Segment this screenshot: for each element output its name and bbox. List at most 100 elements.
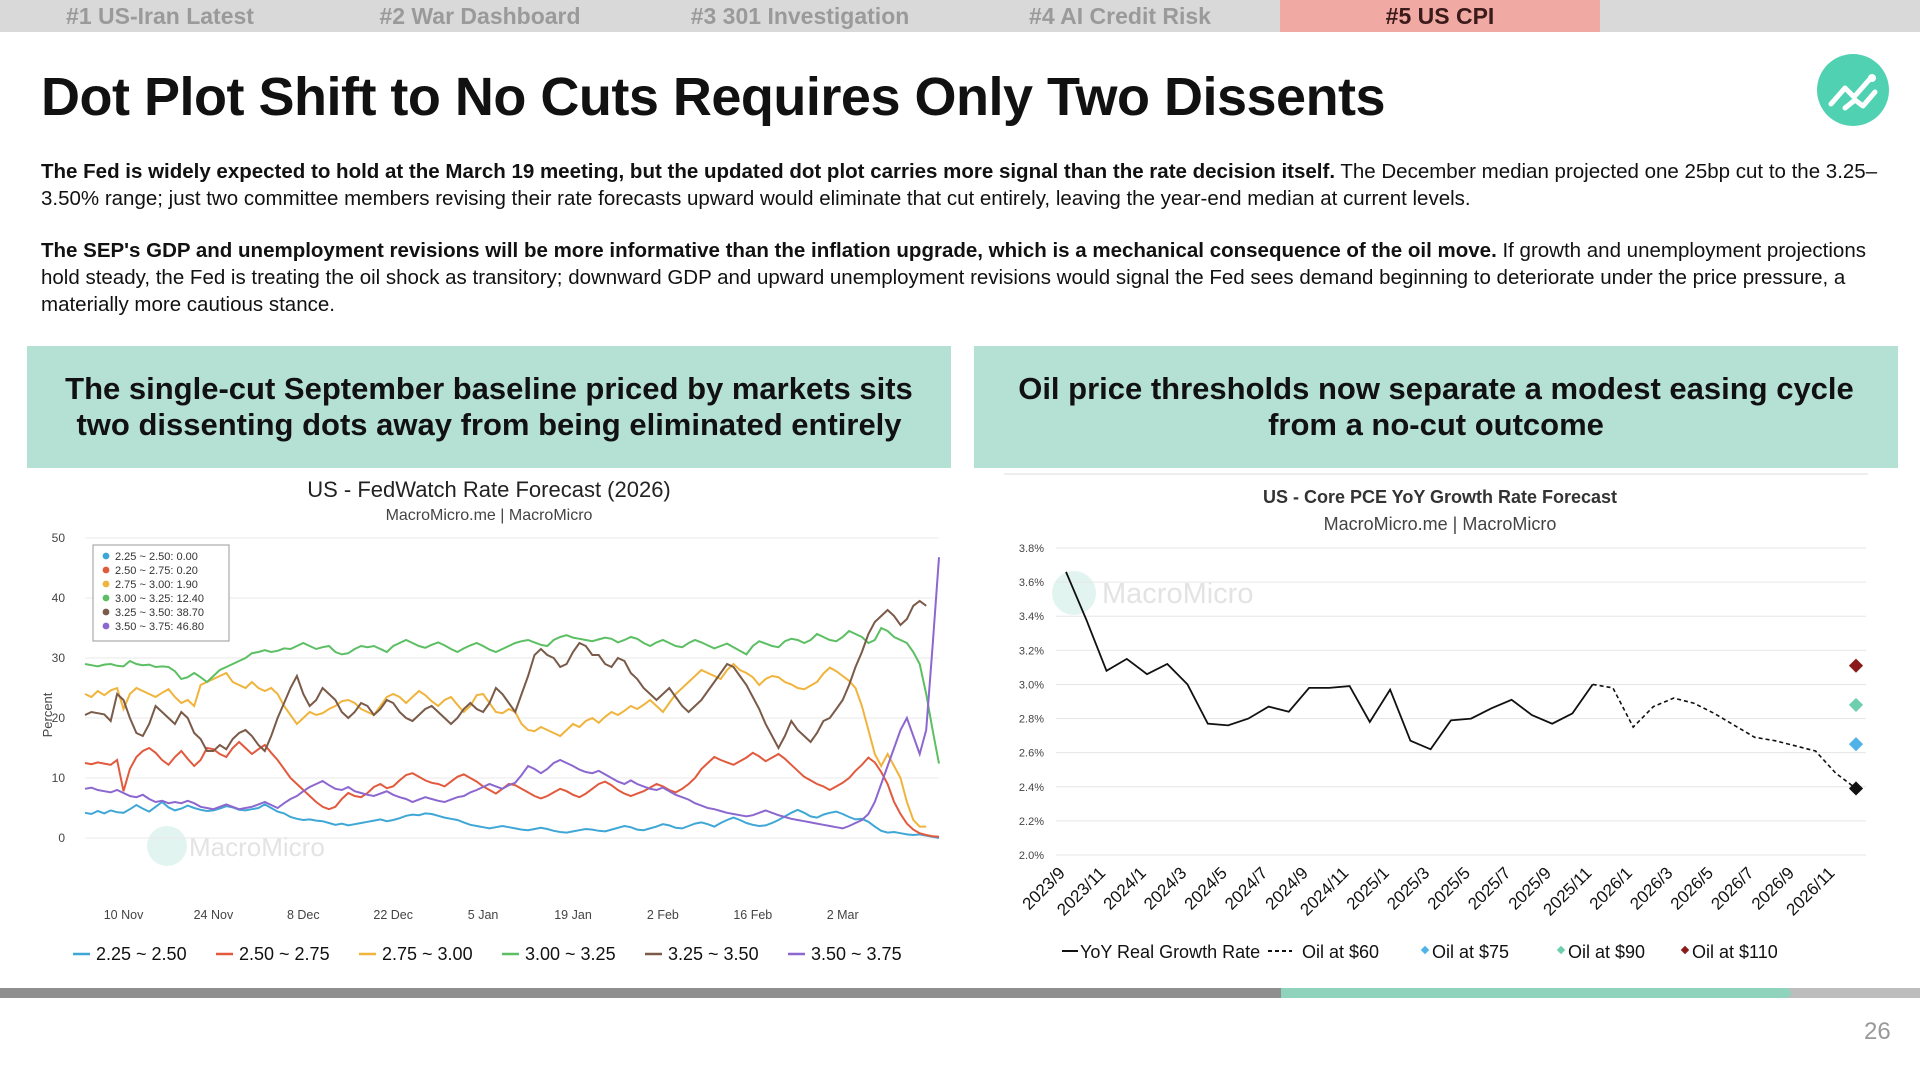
x-tick-label: 2025/5	[1424, 863, 1474, 913]
legend-inset-item: 3.50 ~ 3.75: 46.80	[115, 621, 204, 633]
y-tick-label: 2.4%	[1019, 782, 1044, 794]
y-tick-label: 40	[52, 591, 66, 605]
legend-item: 2.25 ~ 2.50	[96, 944, 187, 960]
tab-us-cpi[interactable]: #5 US CPI	[1280, 0, 1600, 32]
tab-war-dashboard[interactable]: #2 War Dashboard	[379, 3, 581, 29]
watermark-logo-icon	[147, 826, 187, 866]
right-chart-banner-text: Oil price thresholds now separate a mode…	[1018, 371, 1854, 442]
x-tick-label: 2 Feb	[647, 908, 679, 922]
y-tick-label: 2.0%	[1019, 850, 1044, 862]
y-tick-label: 0	[58, 831, 65, 845]
left-chart-banner: The single-cut September baseline priced…	[27, 346, 951, 468]
series-marker-oil-at-75	[1848, 737, 1864, 752]
chart-watermark: MacroMicro	[147, 826, 325, 866]
y-tick-label: 10	[52, 771, 66, 785]
series-line-yoy-real-growth-rate	[1065, 571, 1594, 751]
x-tick-label: 2026/1	[1586, 863, 1636, 913]
series-line-3-25-3-50	[84, 599, 927, 753]
chart-subtitle: MacroMicro.me | MacroMicro	[1324, 514, 1557, 534]
x-tick-label: 2026/3	[1626, 863, 1676, 913]
y-tick-label: 30	[52, 651, 66, 665]
legend-inset-dot	[102, 566, 110, 574]
y-tick-label: 3.8%	[1019, 543, 1044, 555]
x-tick-label: 19 Jan	[554, 908, 592, 922]
legend-inset-dot	[102, 594, 110, 602]
x-tick-label: 24 Nov	[194, 908, 234, 922]
x-tick-label: 16 Feb	[733, 908, 772, 922]
summary-paragraph-1: The Fed is widely expected to hold at th…	[41, 158, 1881, 212]
legend-item: Oil at $75	[1432, 942, 1509, 960]
summary-paragraph-2: The SEP's GDP and unemployment revisions…	[41, 237, 1881, 318]
chart-title: US - Core PCE YoY Growth Rate Forecast	[1263, 487, 1617, 507]
right-chart-banner: Oil price thresholds now separate a mode…	[974, 346, 1898, 468]
legend-item: 2.75 ~ 3.00	[382, 944, 473, 960]
watermark-logo-icon	[1052, 571, 1096, 615]
chart-subtitle: MacroMicro.me | MacroMicro	[386, 507, 593, 524]
legend-item: Oil at $90	[1568, 942, 1645, 960]
slide-progress-bar	[0, 988, 1792, 998]
legend-inset: 2.25 ~ 2.50: 0.00 2.50 ~ 2.75: 0.20 2.75 ~…	[92, 544, 230, 642]
y-tick-label: 50	[52, 531, 66, 545]
legend-swatch	[1680, 945, 1690, 955]
x-tick-label: 10 Nov	[104, 908, 144, 922]
legend-item: 3.25 ~ 3.50	[668, 944, 759, 960]
y-tick-label: 3.4%	[1019, 611, 1044, 623]
x-tick-label: 2025/1	[1343, 863, 1393, 913]
core-pce-forecast-chart: MacroMicro 2.0% 2.2% 2.4% 2.6% 2.8% 3.0% 3.2% 3…	[1004, 473, 1868, 960]
legend-inset-dot	[102, 580, 110, 588]
chart-title: US - FedWatch Rate Forecast (2026)	[307, 477, 671, 502]
legend-inset-item: 2.25 ~ 2.50: 0.00	[115, 551, 198, 563]
legend-swatch	[1556, 945, 1566, 955]
y-tick-label: 2.8%	[1019, 714, 1044, 726]
y-axis-label: Percent	[40, 692, 55, 737]
x-tick-label: 2026/5	[1667, 863, 1717, 913]
series-line-oil-at-60	[1592, 683, 1857, 790]
series-line-2-75-3-00	[84, 662, 927, 828]
page-number: 26	[1864, 1018, 1891, 1045]
legend-item: Oil at $110	[1692, 942, 1778, 960]
tab-us-iran-latest[interactable]: #1 US-Iran Latest	[66, 3, 254, 29]
series-line-3-50-3-75	[84, 557, 940, 830]
legend-inset-item: 2.50 ~ 2.75: 0.20	[115, 565, 198, 577]
x-tick-label: 2026/7	[1707, 863, 1757, 913]
summary-paragraph-2-lead: The SEP's GDP and unemployment revisions…	[41, 239, 1497, 262]
chart-legend: YoY Real Growth Rate Oil at $60 Oil at $75…	[1062, 942, 1778, 960]
legend-inset-item: 2.75 ~ 3.00: 1.90	[115, 579, 198, 591]
series-marker-oil-at-110	[1848, 658, 1864, 673]
legend-item: 2.50 ~ 2.75	[239, 944, 330, 960]
legend-inset-dot	[102, 552, 110, 560]
y-tick-label: 2.2%	[1019, 816, 1044, 828]
legend-inset-dot	[102, 622, 110, 630]
x-tick-label: 2024/1	[1100, 863, 1150, 913]
legend-item: 3.00 ~ 3.25	[525, 944, 616, 960]
series-line-3-00-3-25	[84, 626, 940, 764]
x-tick-label: 5 Jan	[468, 908, 499, 922]
y-tick-label: 3.0%	[1019, 679, 1044, 691]
x-tick-label: 2025/3	[1383, 863, 1433, 913]
x-tick-label: 2024/5	[1181, 863, 1231, 913]
x-tick-label: 2025/7	[1464, 863, 1514, 913]
legend-item: Oil at $60	[1302, 942, 1379, 960]
x-tick-label: 2 Mar	[827, 908, 859, 922]
x-tick-label: 8 Dec	[287, 908, 320, 922]
x-tick-label: 2024/7	[1221, 863, 1271, 913]
legend-inset-item: 3.00 ~ 3.25: 12.40	[115, 593, 204, 605]
tab-ai-credit-risk[interactable]: #4 AI Credit Risk	[1029, 3, 1211, 29]
chart-trend-icon	[1817, 54, 1889, 126]
fedwatch-rate-forecast-chart: MacroMicro 0 10 20 30 40 50 10 Nov 24 Nov 8 Dec…	[40, 477, 940, 960]
summary-paragraph-1-lead: The Fed is widely expected to hold at th…	[41, 160, 1336, 183]
x-tick-label: 22 Dec	[373, 908, 413, 922]
series-line-2-25-2-50	[84, 800, 940, 839]
tab-301-investigation[interactable]: #3 301 Investigation	[690, 3, 910, 29]
legend-inset-item: 3.25 ~ 3.50: 38.70	[115, 607, 204, 619]
summary-paragraph-1-body: The December median projected one 25bp c…	[41, 160, 1878, 210]
series-marker-oil-at-90	[1848, 697, 1864, 712]
legend-item: 3.50 ~ 3.75	[811, 944, 902, 960]
y-tick-label: 20	[52, 711, 66, 725]
legend-swatch	[1420, 945, 1430, 955]
y-tick-label: 3.6%	[1019, 577, 1044, 589]
y-tick-label: 3.2%	[1019, 645, 1044, 657]
tab-bar: #1 US-Iran Latest #2 War Dashboard #3 30…	[0, 0, 1920, 32]
left-chart-banner-text: The single-cut September baseline priced…	[65, 371, 913, 442]
series-endpoint-oil-at-60	[1848, 781, 1864, 796]
